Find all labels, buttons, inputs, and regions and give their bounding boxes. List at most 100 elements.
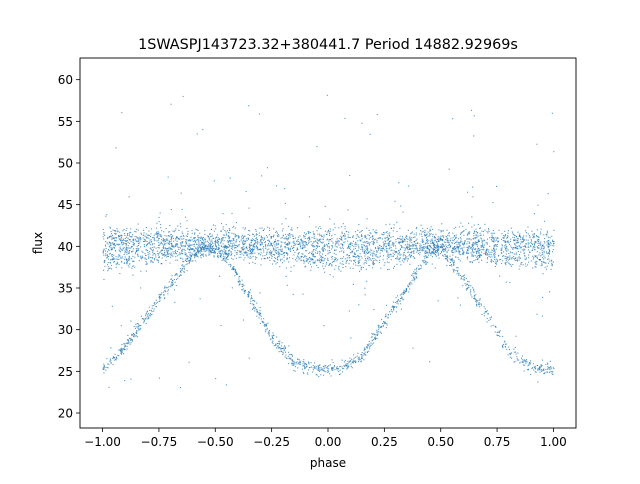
data-point bbox=[369, 251, 371, 253]
data-point bbox=[209, 249, 211, 251]
data-point bbox=[107, 363, 109, 365]
data-point bbox=[278, 254, 280, 256]
data-point bbox=[327, 257, 329, 259]
data-point bbox=[253, 246, 255, 248]
data-point bbox=[536, 263, 538, 265]
data-point bbox=[136, 240, 138, 242]
data-point bbox=[337, 368, 339, 370]
data-point bbox=[444, 239, 446, 241]
data-point bbox=[355, 360, 357, 362]
data-point bbox=[456, 247, 458, 249]
data-point bbox=[276, 262, 278, 264]
data-point bbox=[369, 232, 371, 234]
data-point bbox=[472, 262, 474, 264]
data-point bbox=[386, 258, 388, 260]
data-point bbox=[474, 241, 476, 243]
data-point bbox=[471, 296, 473, 298]
data-point bbox=[288, 249, 290, 251]
data-point bbox=[433, 249, 435, 251]
data-point bbox=[373, 333, 375, 335]
data-point bbox=[165, 291, 167, 293]
data-point bbox=[380, 325, 382, 327]
data-point bbox=[373, 250, 375, 252]
data-point bbox=[246, 248, 248, 250]
data-point bbox=[312, 371, 314, 373]
data-point bbox=[525, 243, 527, 245]
data-point bbox=[251, 308, 253, 310]
data-point bbox=[285, 354, 287, 356]
data-point bbox=[522, 364, 524, 366]
data-point bbox=[244, 240, 246, 242]
data-point bbox=[377, 331, 379, 333]
data-point bbox=[186, 255, 188, 257]
data-point bbox=[252, 233, 254, 235]
data-point bbox=[140, 315, 142, 317]
data-point bbox=[476, 246, 478, 248]
data-point bbox=[110, 264, 112, 266]
data-point bbox=[103, 254, 105, 256]
data-point bbox=[217, 242, 219, 244]
data-point bbox=[523, 248, 525, 250]
data-point bbox=[113, 244, 115, 246]
data-point bbox=[441, 235, 443, 237]
data-point bbox=[518, 268, 520, 270]
data-point bbox=[201, 243, 203, 245]
data-point bbox=[546, 371, 548, 373]
data-point bbox=[176, 236, 178, 238]
data-point bbox=[525, 245, 527, 247]
data-point bbox=[357, 357, 359, 359]
data-point bbox=[361, 246, 363, 248]
data-point bbox=[167, 250, 169, 252]
data-point bbox=[137, 326, 139, 328]
data-point bbox=[158, 242, 160, 244]
data-point bbox=[387, 243, 389, 245]
data-point bbox=[132, 239, 134, 241]
data-point bbox=[267, 239, 269, 241]
data-point bbox=[119, 246, 121, 248]
data-point bbox=[316, 230, 318, 232]
data-point bbox=[433, 244, 435, 246]
data-point bbox=[181, 268, 183, 270]
data-point bbox=[385, 246, 387, 248]
data-point bbox=[111, 236, 113, 238]
data-point bbox=[533, 366, 535, 368]
data-point bbox=[284, 251, 286, 253]
data-point bbox=[332, 367, 334, 369]
data-point bbox=[268, 252, 270, 254]
data-point bbox=[399, 294, 401, 296]
data-point bbox=[434, 240, 436, 242]
data-point bbox=[231, 267, 233, 269]
data-point bbox=[438, 248, 440, 250]
data-point bbox=[545, 233, 547, 235]
data-point bbox=[212, 251, 214, 253]
data-point bbox=[515, 335, 517, 337]
x-tick-label: 1.00 bbox=[540, 435, 567, 449]
data-point bbox=[273, 241, 275, 243]
data-point bbox=[547, 362, 549, 364]
data-point bbox=[422, 261, 424, 263]
data-point bbox=[457, 297, 459, 299]
data-point bbox=[483, 306, 485, 308]
data-point bbox=[248, 291, 250, 293]
data-point bbox=[463, 242, 465, 244]
data-point bbox=[127, 343, 129, 345]
data-point bbox=[508, 242, 510, 244]
data-point bbox=[185, 259, 187, 261]
data-point bbox=[303, 235, 305, 237]
data-point bbox=[528, 261, 530, 263]
data-point bbox=[327, 371, 329, 373]
data-point bbox=[504, 230, 506, 232]
data-point bbox=[231, 212, 233, 214]
data-point bbox=[493, 232, 495, 234]
data-point bbox=[193, 251, 195, 253]
data-point bbox=[112, 364, 114, 366]
data-point bbox=[316, 366, 318, 368]
data-point bbox=[388, 254, 390, 256]
data-point bbox=[258, 232, 260, 234]
data-point bbox=[456, 251, 458, 253]
data-point bbox=[278, 347, 280, 349]
data-point bbox=[543, 248, 545, 250]
data-point bbox=[470, 239, 472, 241]
data-point bbox=[103, 372, 105, 374]
data-point bbox=[330, 239, 332, 241]
